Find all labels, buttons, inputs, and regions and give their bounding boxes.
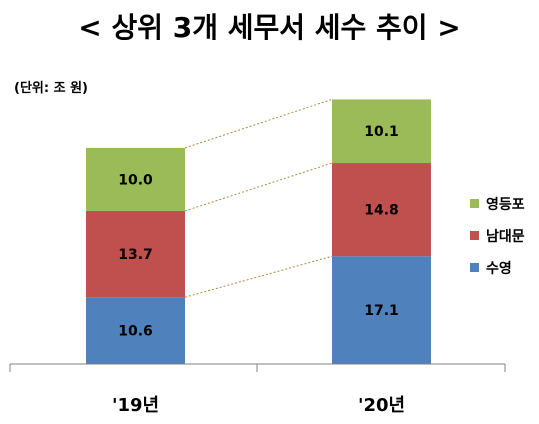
bar-segment-2-1 [332, 256, 431, 364]
unit-label: (단위: 조 원) [14, 80, 88, 96]
bar-segment-1-1 [86, 297, 185, 364]
bars: 10.6 13.7 10.0 17.1 14.8 10.1 [86, 99, 431, 364]
data-label-2-1: 17.1 [364, 303, 399, 319]
bar-segment-1-2 [86, 210, 185, 298]
data-label-2-2: 14.8 [364, 203, 399, 219]
chart-title: < 상위 3개 세무서 세수 추이 > [78, 11, 461, 44]
legend-swatch-3 [470, 263, 479, 272]
connector-line-2 [184, 162, 333, 212]
legend-swatch-2 [470, 231, 479, 240]
data-label-1-2: 13.7 [118, 247, 153, 263]
legend-label-2: 남대문 [486, 228, 525, 245]
data-label-1-1: 10.6 [118, 324, 153, 340]
connector-line-1 [184, 255, 333, 298]
category-label-1: '19년 [112, 395, 159, 416]
legend-label-3: 수영 [486, 260, 512, 277]
bar-segment-2-3 [332, 99, 431, 164]
bar-segment-2-2 [332, 163, 431, 257]
data-label-2-3: 10.1 [364, 124, 399, 140]
data-label-1-3: 10.0 [118, 172, 153, 188]
connector-line-3 [184, 98, 333, 149]
legend-label-1: 영등포 [486, 196, 525, 213]
connector-lines [184, 98, 333, 298]
category-labels: '19년 '20년 [112, 395, 405, 416]
legend-swatch-1 [470, 199, 479, 208]
category-label-2: '20년 [358, 395, 405, 416]
bar-segment-1-3 [86, 147, 185, 211]
x-axis-ticks [9, 364, 506, 372]
